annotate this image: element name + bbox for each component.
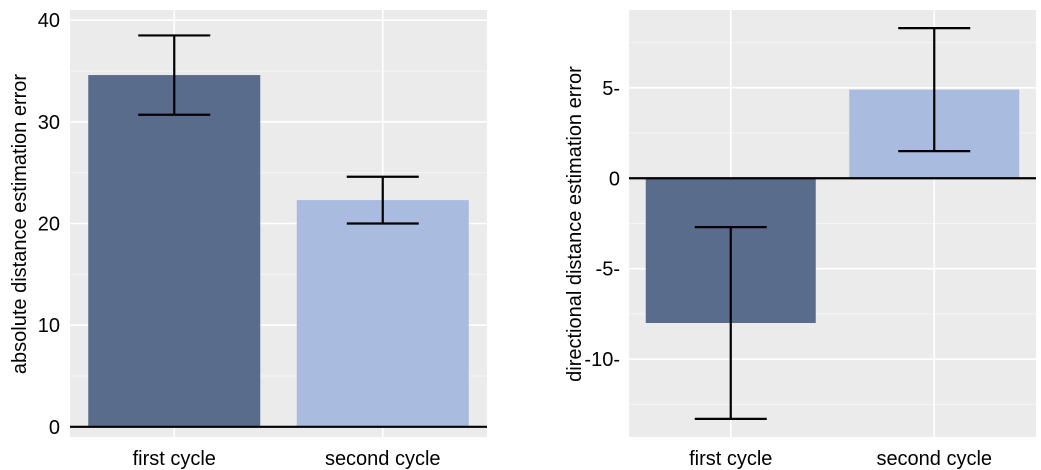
y-tick-label: 5- bbox=[602, 78, 620, 100]
y-axis-title: directional distance estimation error bbox=[564, 66, 586, 382]
y-tick-label: 40 bbox=[38, 10, 60, 32]
y-tick-label: 0 bbox=[609, 168, 620, 190]
x-tick-label: second cycle bbox=[325, 448, 441, 470]
x-tick-label: second cycle bbox=[876, 448, 992, 470]
y-tick-label: 30 bbox=[38, 112, 60, 134]
y-tick-label: -5- bbox=[596, 259, 620, 281]
bar-second-cycle bbox=[296, 200, 469, 427]
x-tick-label: first cycle bbox=[133, 448, 216, 470]
y-axis-title: absolute distance estimation error bbox=[9, 74, 31, 374]
y-tick-label: 0 bbox=[49, 417, 60, 439]
bar-first-cycle bbox=[88, 75, 261, 427]
y-tick-label: 10 bbox=[38, 315, 60, 337]
left-chart-panel: 0 10 20 30 40 first cycle second cycle absolute… bbox=[9, 10, 487, 470]
x-tick-label: first cycle bbox=[689, 448, 772, 470]
y-tick-label: 20 bbox=[38, 214, 60, 236]
y-tick-label: -10- bbox=[584, 349, 620, 371]
right-chart-panel: -10- -5- 0 5- first cycle second cycle directi… bbox=[564, 10, 1036, 470]
